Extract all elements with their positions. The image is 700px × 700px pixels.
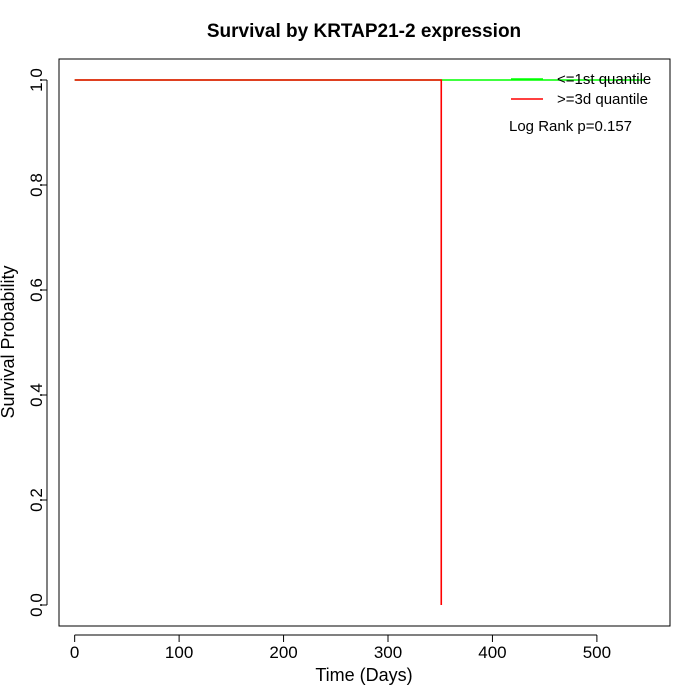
y-tick-label: 0.6	[27, 278, 46, 302]
y-tick-label: 0.0	[27, 593, 46, 617]
y-tick-label: 0.8	[27, 173, 46, 197]
y-tick-label: 1.0	[27, 68, 46, 92]
legend-label: >=3d quantile	[557, 91, 648, 108]
x-axis: 0 100 200 300 400 500	[70, 634, 611, 662]
y-axis: 0.0 0.2 0.4 0.6 0.8 1.0	[27, 68, 48, 617]
x-tick-label: 0	[70, 643, 79, 662]
y-tick-label: 0.4	[27, 383, 46, 407]
x-tick-label: 300	[374, 643, 402, 662]
series-layer	[74, 79, 644, 605]
x-tick-label: 400	[478, 643, 506, 662]
chart-title: Survival by KRTAP21-2 expression	[207, 21, 521, 42]
plot-frame	[58, 58, 671, 627]
x-tick-label: 500	[583, 643, 611, 662]
series-line-2	[74, 79, 443, 605]
x-axis-label: Time (Days)	[315, 665, 412, 685]
x-tick-label: 100	[165, 643, 193, 662]
y-axis-label: Survival Probability	[0, 265, 18, 418]
legend-label: <=1st quantile	[557, 71, 651, 88]
legend: <=1st quantile >=3d quantile	[511, 71, 651, 108]
log-rank-annotation: Log Rank p=0.157	[509, 118, 632, 135]
x-tick-label: 200	[269, 643, 297, 662]
y-tick-label: 0.2	[27, 488, 46, 512]
